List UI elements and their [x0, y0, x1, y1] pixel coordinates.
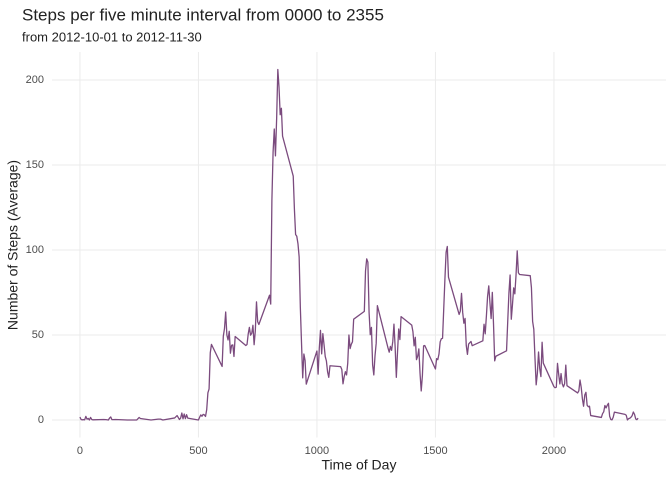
y-tick-label: 150 — [26, 159, 44, 171]
grid — [52, 52, 666, 438]
chart-title: Steps per five minute interval from 0000… — [22, 5, 384, 24]
x-tick-label: 500 — [189, 445, 207, 457]
line — [79, 68, 639, 421]
y-axis-title: Number of Steps (Average) — [5, 160, 21, 330]
x-axis-title: Time of Day — [322, 457, 397, 473]
x-tick-label: 0 — [77, 445, 83, 457]
y-tick-label: 0 — [38, 414, 44, 426]
x-tick-label: 1500 — [423, 445, 447, 457]
y-tick-label: 100 — [26, 244, 44, 256]
y-tick-label: 50 — [32, 329, 44, 341]
chart-subtitle: from 2012-10-01 to 2012-11-30 — [22, 29, 202, 44]
y-tick-label: 200 — [26, 74, 44, 86]
x-tick-label: 2000 — [542, 445, 566, 457]
x-tick-label: 1000 — [305, 445, 329, 457]
